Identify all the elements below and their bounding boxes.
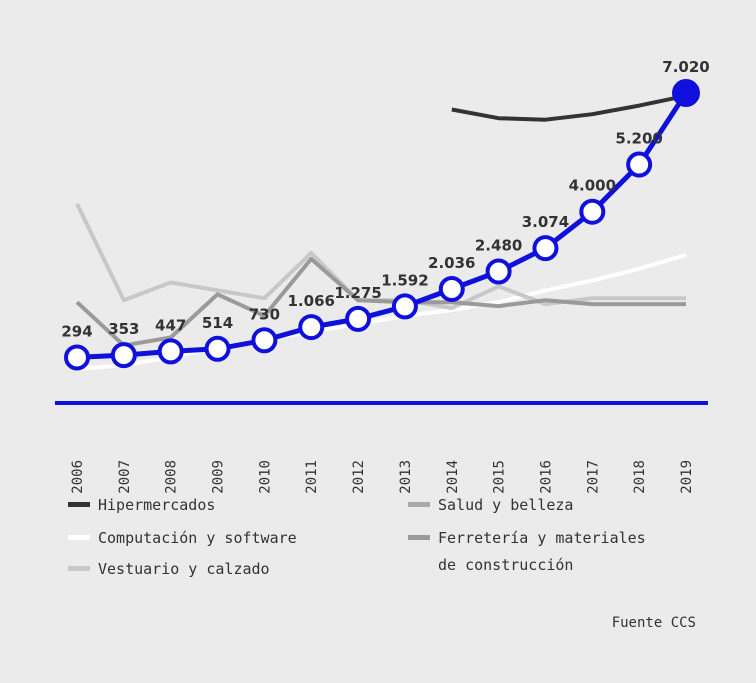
source-note: Fuente CCS [612, 615, 696, 631]
data-label: 353 [108, 320, 139, 338]
data-label: 1.592 [381, 271, 428, 289]
legend-label-vestuario: Vestuario y calzado [98, 560, 270, 578]
data-label: 447 [155, 316, 186, 334]
x-tick-label: 2011 [304, 460, 320, 494]
legend-label-salud: Salud y belleza [438, 496, 573, 514]
legend-label-ferreteria: Ferretería y materiales [438, 529, 646, 547]
x-tick-label: 2008 [164, 460, 180, 494]
x-tick-label: 2006 [70, 460, 86, 494]
data-point [157, 338, 184, 365]
data-point [532, 235, 559, 262]
data-point [626, 151, 653, 178]
legend-label-ferreteria-line2: de construcción [438, 556, 573, 574]
data-point [391, 293, 418, 320]
data-point [298, 314, 325, 341]
x-tick-label: 2018 [632, 460, 648, 494]
series-line-4 [75, 256, 686, 348]
x-tick-label: 2007 [117, 460, 133, 494]
data-label: 294 [61, 322, 92, 340]
x-tick-labels: 2006 2007 2008 2009 2010 2011 2012 2013 2014 2015… [70, 460, 695, 494]
data-label: 4.000 [569, 177, 616, 195]
data-point [110, 342, 137, 369]
data-label: 7.020 [662, 58, 709, 76]
data-point [438, 275, 465, 302]
legend-swatch-computacion [68, 535, 90, 540]
data-label: 514 [202, 314, 233, 332]
data-point [345, 305, 372, 332]
x-tick-label: 2013 [398, 460, 414, 494]
highlight-series [64, 79, 700, 371]
data-point [579, 198, 606, 225]
data-label: 1.275 [334, 284, 381, 302]
data-point [204, 335, 231, 362]
legend-label-computacion: Computación y software [98, 529, 297, 547]
data-label: 3.074 [522, 213, 569, 231]
data-label: 1.066 [288, 292, 335, 310]
legend: Hipermercados Computación y software Ves… [68, 496, 646, 578]
x-tick-label: 2015 [492, 460, 508, 494]
x-tick-label: 2012 [351, 460, 367, 494]
x-tick-label: 2016 [538, 460, 554, 494]
x-tick-label: 2010 [257, 460, 273, 494]
data-label: 2.480 [475, 236, 522, 254]
legend-label-hipermercados: Hipermercados [98, 496, 215, 514]
data-point [64, 344, 90, 371]
data-point [251, 327, 278, 354]
data-label: 2.036 [428, 254, 475, 272]
x-tick-label: 2017 [585, 460, 601, 494]
x-tick-label: 2019 [679, 460, 695, 494]
data-label: 730 [249, 305, 280, 323]
legend-swatch-ferreteria [408, 535, 430, 540]
data-point [485, 258, 512, 285]
legend-swatch-vestuario [68, 566, 90, 571]
series-line-0 [451, 93, 687, 122]
data-point [672, 79, 700, 107]
legend-swatch-salud [408, 502, 430, 507]
data-label: 5.200 [615, 130, 662, 148]
x-tick-label: 2009 [211, 460, 227, 494]
legend-swatch-hipermercados [68, 502, 90, 507]
x-tick-label: 2014 [445, 460, 461, 494]
data-labels: 294 353 447 514 730 1.066 1.2751.5922.0362.480… [61, 58, 709, 340]
